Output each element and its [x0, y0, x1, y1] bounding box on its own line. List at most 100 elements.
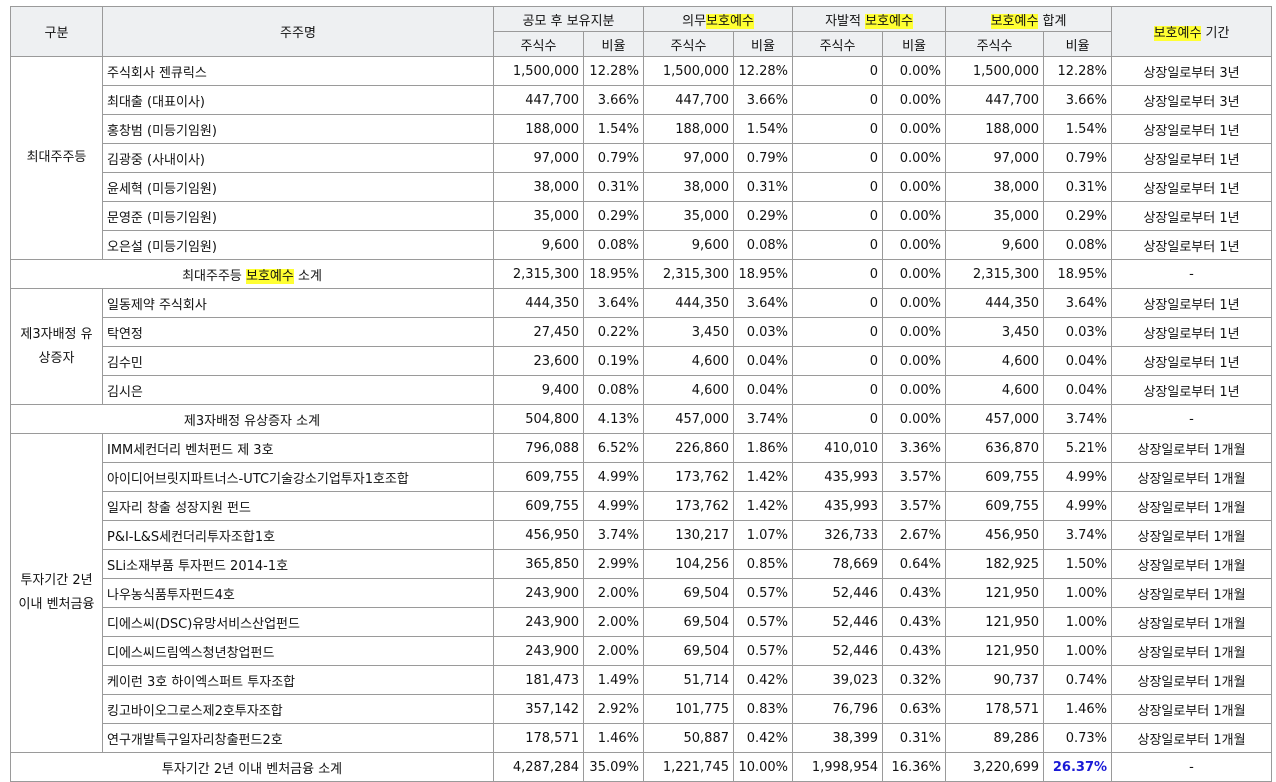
- share-ratio: 3.36%: [882, 433, 947, 463]
- share-ratio: 3.64%: [732, 288, 794, 318]
- table-row: 연구개발특구일자리창출펀드2호 178,571 1.46% 50,887 0.42% 38…: [11, 723, 1273, 753]
- share-ratio: 1.07%: [732, 520, 794, 550]
- share-count: 69,504: [643, 578, 734, 608]
- share-ratio: 2.92%: [583, 694, 644, 724]
- share-ratio: 10.00%: [732, 752, 794, 782]
- share-count: 456,950: [493, 520, 584, 550]
- share-count: 1,998,954: [792, 752, 884, 782]
- share-ratio: 0.04%: [732, 375, 794, 405]
- share-count: 69,504: [643, 636, 734, 666]
- header-mandatory: 의무보호예수: [642, 6, 794, 32]
- share-ratio: 3.57%: [882, 462, 947, 492]
- share-count: 9,600: [945, 230, 1045, 260]
- share-ratio: 6.52%: [583, 433, 644, 463]
- share-ratio: 12.28%: [1043, 56, 1113, 86]
- header-ratio: 비율: [1043, 31, 1113, 57]
- share-ratio: 0.00%: [882, 56, 947, 86]
- share-count: 4,600: [945, 346, 1045, 376]
- share-ratio: 0.57%: [732, 636, 794, 666]
- share-count: 97,000: [945, 143, 1045, 173]
- share-ratio: 3.74%: [583, 520, 644, 550]
- share-count: 447,700: [493, 85, 584, 115]
- share-count: 4,600: [945, 375, 1045, 405]
- share-ratio: 0.43%: [882, 578, 947, 608]
- holder-name: 디에스씨드림엑스청년창업펀드: [102, 636, 494, 666]
- table-row: 최대주주등 주식회사 젠큐릭스 1,500,000 12.28% 1,500,000 12…: [10, 56, 1273, 260]
- share-ratio: 0.00%: [882, 346, 947, 376]
- share-ratio: 18.95%: [583, 259, 644, 289]
- share-ratio: 0.08%: [1043, 230, 1113, 260]
- share-ratio: 0.00%: [882, 230, 947, 260]
- holder-name: 케이런 3호 하이엑스퍼트 투자조합: [102, 665, 494, 695]
- share-ratio: 1.50%: [1043, 549, 1113, 579]
- holder-name: 나우농식품투자펀드4호: [102, 578, 494, 608]
- lockup-period: 상장일로부터 1년: [1111, 317, 1273, 347]
- header-shares: 주식수: [643, 31, 734, 57]
- share-count: 0: [792, 404, 884, 434]
- lockup-period: 상장일로부터 1년: [1111, 375, 1273, 405]
- share-ratio: 0.29%: [583, 201, 644, 231]
- share-ratio: 0.00%: [882, 404, 947, 434]
- lockup-period: 상장일로부터 1년: [1111, 346, 1273, 376]
- share-count: 457,000: [945, 404, 1045, 434]
- share-count: 243,900: [493, 607, 584, 637]
- share-ratio: 35.09%: [583, 752, 644, 782]
- holder-name: 연구개발특구일자리창출펀드2호: [102, 723, 494, 753]
- subtotal-label: 제3자배정 유상증자 소계: [10, 404, 494, 434]
- share-count: 9,600: [643, 230, 734, 260]
- share-count: 243,900: [493, 578, 584, 608]
- holder-name: 윤세혁 (미등기임원): [102, 172, 494, 202]
- holder-name: 탁연정: [102, 317, 494, 347]
- share-ratio: 1.54%: [583, 114, 644, 144]
- share-count: 444,350: [643, 288, 734, 318]
- holder-name: P&I-L&S세컨더리투자조합1호: [102, 520, 494, 550]
- lockup-table: 구분 주주명 공모 후 보유지분 의무보호예수 자발적 보호예수 보호예수 합계…: [10, 6, 1273, 782]
- header-ratio: 비율: [732, 31, 794, 57]
- lockup-period: 상장일로부터 1개월: [1111, 433, 1273, 463]
- share-ratio: 0.43%: [882, 607, 947, 637]
- share-count: 0: [792, 230, 884, 260]
- share-count: 447,700: [643, 85, 734, 115]
- share-count: 435,993: [792, 491, 884, 521]
- share-ratio: 0.04%: [1043, 375, 1113, 405]
- holder-name: SLi소재부품 투자펀드 2014-1호: [102, 549, 494, 579]
- share-ratio: 3.66%: [1043, 85, 1113, 115]
- share-ratio: 0.57%: [732, 607, 794, 637]
- subtotal-label: 최대주주등 보호예수 소계: [10, 259, 494, 289]
- share-count: 2,315,300: [643, 259, 734, 289]
- share-ratio: 2.99%: [583, 549, 644, 579]
- share-ratio: 0.42%: [732, 723, 794, 753]
- share-count: 173,762: [643, 462, 734, 492]
- share-ratio: 0.29%: [732, 201, 794, 231]
- subtotal-row: 최대주주등 보호예수 소계 2,315,300 18.95% 2,315,300 18.…: [10, 259, 1273, 289]
- share-ratio: 16.36%: [882, 752, 947, 782]
- share-count: 609,755: [493, 462, 584, 492]
- lockup-period: 상장일로부터 1개월: [1111, 462, 1273, 492]
- share-ratio: 0.08%: [583, 230, 644, 260]
- lockup-period: 상장일로부터 1년: [1111, 143, 1273, 173]
- share-count: 444,350: [493, 288, 584, 318]
- table-row: 디에스씨(DSC)유망서비스산업펀드 243,900 2.00% 69,504 0.57…: [11, 607, 1273, 637]
- share-ratio: 0.79%: [1043, 143, 1113, 173]
- share-count: 435,993: [792, 462, 884, 492]
- table-row: 킹고바이오그로스제2호투자조합 357,142 2.92% 101,775 0.83% 7…: [11, 694, 1273, 724]
- share-count: 38,000: [493, 172, 584, 202]
- share-count: 357,142: [493, 694, 584, 724]
- share-ratio: 0.85%: [732, 549, 794, 579]
- share-ratio: 2.67%: [882, 520, 947, 550]
- share-count: 27,450: [493, 317, 584, 347]
- share-count: 0: [792, 259, 884, 289]
- share-count: 173,762: [643, 491, 734, 521]
- share-ratio: 0.31%: [732, 172, 794, 202]
- lockup-period: 상장일로부터 1개월: [1111, 665, 1273, 695]
- share-ratio: 0.29%: [1043, 201, 1113, 231]
- table-row: 최대출 (대표이사) 447,700 3.66% 447,700 3.66% 0 0.00%…: [11, 85, 1273, 115]
- share-count: 188,000: [945, 114, 1045, 144]
- share-count: 182,925: [945, 549, 1045, 579]
- lockup-period: 상장일로부터 1개월: [1111, 578, 1273, 608]
- share-count: 0: [792, 143, 884, 173]
- share-count: 365,850: [493, 549, 584, 579]
- share-count: 121,950: [945, 607, 1045, 637]
- share-ratio: 1.00%: [1043, 607, 1113, 637]
- share-ratio: 0.00%: [882, 288, 947, 318]
